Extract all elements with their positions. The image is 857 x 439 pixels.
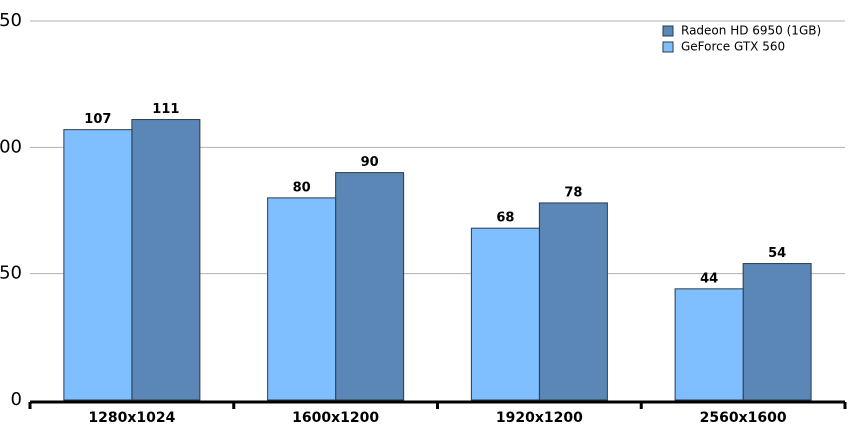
bar [267,197,337,401]
legend-label: Radeon HD 6950 (1GB) [681,24,821,38]
value-label: 68 [496,211,514,226]
bar [674,288,744,401]
x-tick-label: 1280x1024 [88,410,175,426]
legend-marker [662,41,674,53]
bar [63,129,133,401]
y-tick-label: 50 [0,263,22,284]
y-tick-label: 100 [0,136,22,157]
value-label: 80 [293,180,311,195]
value-label: 54 [768,246,786,261]
value-label: 78 [564,185,582,200]
bar [470,227,540,401]
x-tick-label: 2560x1600 [700,410,787,426]
value-label: 90 [361,155,379,170]
legend-marker [662,25,674,37]
bar [131,119,201,401]
bar [538,202,608,401]
value-label: 44 [700,271,718,286]
value-label: 111 [152,102,179,117]
x-tick-label: 1920x1200 [496,410,583,426]
value-label: 107 [84,112,111,127]
y-tick-label: 150 [0,10,22,31]
bar [742,263,812,401]
y-tick-label: 0 [11,389,22,410]
legend-label: GeForce GTX 560 [681,40,785,54]
bar [335,172,405,401]
x-tick-label: 1600x1200 [292,410,379,426]
